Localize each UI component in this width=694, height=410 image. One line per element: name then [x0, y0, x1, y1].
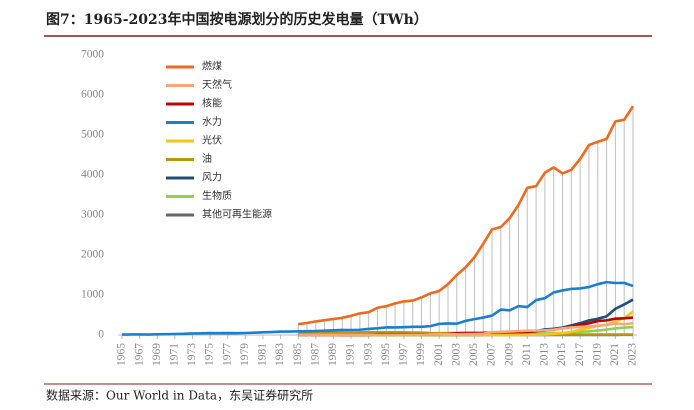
- x-tick-label: 2019: [591, 343, 603, 366]
- x-tick-label: 1979: [239, 343, 251, 366]
- x-tick-label: 2009: [503, 343, 515, 366]
- x-tick-label: 1989: [327, 343, 339, 366]
- legend-label: 油: [202, 152, 212, 165]
- y-tick-label: 0: [98, 329, 104, 341]
- legend-label: 光伏: [202, 134, 222, 147]
- x-tick-label: 1995: [380, 343, 392, 366]
- x-tick-label: 2013: [539, 343, 551, 366]
- x-tick-label: 1973: [186, 343, 198, 366]
- legend-label: 生物质: [202, 189, 232, 202]
- x-tick-label: 2001: [433, 343, 445, 366]
- y-tick-label: 6000: [81, 89, 104, 101]
- x-tick-label: 1993: [362, 343, 374, 366]
- x-tick-label: 2005: [468, 343, 480, 366]
- source: 数据来源：Our World in Data，东吴证券研究所: [46, 388, 313, 403]
- x-tick-label: 1971: [169, 343, 181, 366]
- x-tick-label: 1985: [292, 343, 304, 366]
- x-tick-label: 1975: [204, 343, 216, 366]
- x-tick-label: 2007: [486, 343, 498, 366]
- y-tick-label: 3000: [81, 209, 104, 221]
- x-tick-label: 2023: [627, 343, 639, 366]
- y-tick-label: 4000: [81, 169, 104, 181]
- legend-label: 燃煤: [202, 60, 222, 73]
- legend-label: 天然气: [202, 78, 232, 91]
- y-tick-label: 5000: [81, 129, 104, 141]
- x-tick-label: 2011: [521, 343, 533, 366]
- x-tick-label: 2017: [574, 343, 586, 366]
- x-tick-label: 1987: [309, 343, 321, 366]
- x-tick-label: 1997: [398, 343, 410, 366]
- plot: 0 1000 2000 3000 4000 5000 6000 7000 1965 1967 196…: [81, 49, 639, 366]
- x-tick-label: 1965: [116, 343, 128, 366]
- y-tick-label: 7000: [81, 49, 104, 61]
- legend-label: 水力: [202, 115, 222, 128]
- x-tick-label: 1981: [257, 343, 269, 366]
- x-tick-label: 2021: [609, 343, 621, 366]
- x-tick-label: 1999: [415, 343, 427, 366]
- chart-title: 图7：1965-2023年中国按电源划分的历史发电量（TWh）: [46, 11, 428, 28]
- x-tick-label: 1991: [345, 343, 357, 366]
- x-tick-label: 1969: [151, 343, 163, 366]
- x-tick-label: 1967: [133, 343, 145, 366]
- legend-label: 风力: [202, 171, 222, 184]
- y-tick-label: 2000: [81, 249, 104, 261]
- x-tick-label: 1977: [221, 343, 233, 366]
- y-tick-label: 1000: [81, 289, 104, 301]
- legend-label: 核能: [202, 97, 222, 110]
- x-tick-label: 2003: [450, 343, 462, 366]
- x-tick-label: 1983: [274, 343, 286, 366]
- legend-label: 其他可再生能源: [202, 208, 272, 221]
- x-tick-label: 2015: [556, 343, 568, 366]
